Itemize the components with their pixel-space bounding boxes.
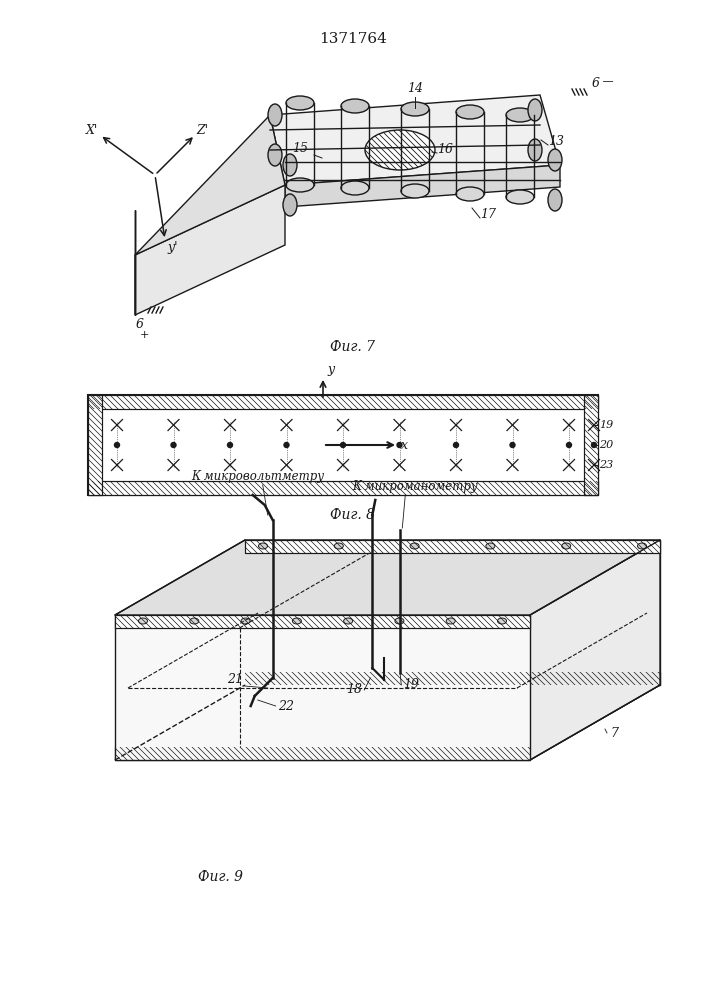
Circle shape (397, 442, 402, 448)
Text: 21: 21 (227, 673, 243, 686)
Ellipse shape (401, 184, 429, 198)
Ellipse shape (548, 149, 562, 171)
Polygon shape (245, 540, 660, 685)
Polygon shape (115, 615, 530, 628)
Text: 15: 15 (292, 142, 308, 155)
Text: 23: 23 (599, 460, 613, 470)
Polygon shape (584, 395, 598, 495)
Circle shape (115, 442, 119, 448)
Polygon shape (135, 115, 285, 255)
Text: Фиг. 9: Фиг. 9 (197, 870, 243, 884)
Circle shape (228, 442, 233, 448)
Text: y: y (327, 363, 334, 376)
Polygon shape (115, 615, 530, 760)
Text: 6: 6 (136, 318, 144, 331)
Ellipse shape (341, 181, 369, 195)
Text: 1371764: 1371764 (319, 32, 387, 46)
Bar (88, 481, 598, 495)
Ellipse shape (401, 102, 429, 116)
Text: X': X' (86, 123, 98, 136)
Text: Фиг. 7: Фиг. 7 (330, 340, 375, 354)
Ellipse shape (268, 104, 282, 126)
Ellipse shape (283, 154, 297, 176)
Circle shape (171, 442, 176, 448)
Text: Фиг. 8: Фиг. 8 (330, 508, 375, 522)
Text: 20: 20 (599, 440, 613, 450)
Ellipse shape (486, 543, 495, 549)
Circle shape (453, 442, 459, 448)
Text: 22: 22 (278, 700, 293, 713)
Ellipse shape (293, 618, 301, 624)
Text: 17: 17 (480, 208, 496, 221)
Ellipse shape (241, 618, 250, 624)
Text: 16: 16 (437, 143, 453, 156)
Ellipse shape (286, 96, 314, 110)
Polygon shape (88, 395, 102, 495)
Polygon shape (285, 165, 560, 207)
Ellipse shape (498, 618, 506, 624)
Ellipse shape (268, 144, 282, 166)
Text: 13: 13 (548, 135, 564, 148)
Ellipse shape (283, 194, 297, 216)
Ellipse shape (286, 178, 314, 192)
Circle shape (341, 442, 346, 448)
Text: 19: 19 (403, 678, 419, 691)
Ellipse shape (456, 187, 484, 201)
Text: +: + (140, 330, 149, 340)
Text: —: — (599, 76, 614, 86)
Text: 18: 18 (346, 683, 362, 696)
Polygon shape (88, 481, 598, 495)
Polygon shape (135, 185, 285, 315)
Ellipse shape (561, 543, 571, 549)
Polygon shape (115, 685, 660, 760)
Text: Z': Z' (196, 123, 208, 136)
Text: 6: 6 (592, 77, 600, 90)
Text: 14: 14 (407, 82, 423, 95)
Bar (88, 395, 598, 495)
Text: 7: 7 (610, 727, 618, 740)
Polygon shape (530, 540, 660, 760)
Polygon shape (88, 395, 598, 409)
Ellipse shape (638, 543, 646, 549)
Polygon shape (245, 672, 660, 685)
Polygon shape (245, 540, 660, 553)
Ellipse shape (259, 543, 267, 549)
Ellipse shape (344, 618, 353, 624)
Ellipse shape (528, 139, 542, 161)
Ellipse shape (334, 543, 344, 549)
Ellipse shape (341, 99, 369, 113)
Circle shape (566, 442, 571, 448)
Ellipse shape (506, 190, 534, 204)
Text: К микроманометру: К микроманометру (352, 480, 478, 493)
Ellipse shape (548, 189, 562, 211)
Ellipse shape (446, 618, 455, 624)
Bar (88, 395, 102, 495)
Circle shape (284, 442, 289, 448)
Ellipse shape (528, 99, 542, 121)
Ellipse shape (410, 543, 419, 549)
Circle shape (510, 442, 515, 448)
Text: К микровольтметру: К микровольтметру (191, 470, 325, 483)
Ellipse shape (189, 618, 199, 624)
Text: 19: 19 (599, 420, 613, 430)
Ellipse shape (506, 108, 534, 122)
Ellipse shape (456, 105, 484, 119)
Polygon shape (270, 95, 560, 185)
Bar (88, 395, 598, 409)
Ellipse shape (139, 618, 148, 624)
Circle shape (592, 442, 597, 448)
Polygon shape (115, 747, 530, 760)
Text: x: x (401, 439, 408, 452)
Text: y': y' (168, 240, 178, 253)
Bar (584, 395, 598, 495)
Ellipse shape (395, 618, 404, 624)
Ellipse shape (365, 130, 435, 170)
Polygon shape (115, 540, 660, 615)
